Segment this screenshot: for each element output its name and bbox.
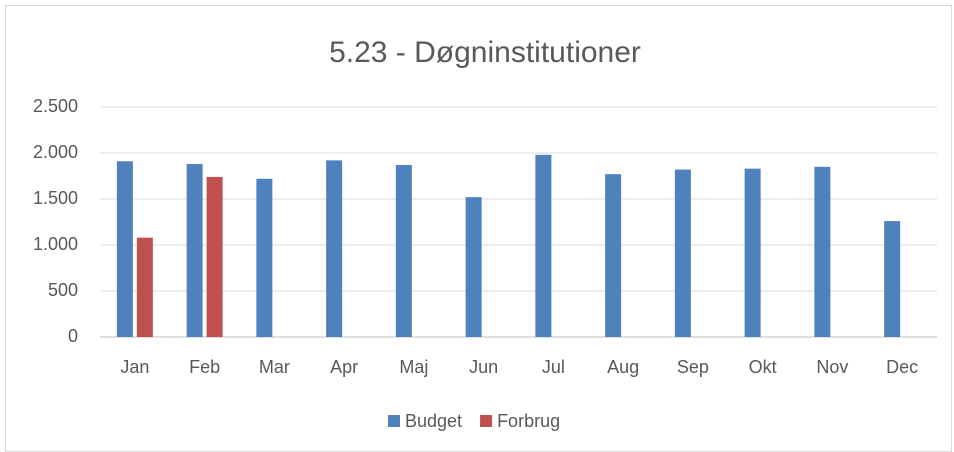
y-tick-label: 1.500 (33, 188, 78, 208)
x-tick-label: Nov (816, 357, 848, 377)
x-tick-label: Aug (607, 357, 639, 377)
bar (256, 178, 273, 337)
bar (116, 161, 133, 337)
bar (535, 154, 552, 337)
bar (186, 164, 203, 337)
bar (605, 174, 622, 337)
x-tick-label: Feb (189, 357, 220, 377)
x-tick-label: Apr (330, 357, 358, 377)
legend-swatch (480, 415, 493, 427)
x-tick-label: Jun (469, 357, 498, 377)
x-tick-label: Mar (259, 357, 290, 377)
bar (206, 176, 223, 337)
legend-label: Budget (405, 411, 462, 431)
legend-swatch (388, 415, 400, 427)
bar (465, 197, 482, 337)
y-tick-label: 500 (48, 280, 78, 300)
y-tick-label: 0 (68, 326, 78, 346)
x-tick-label: Jan (120, 357, 149, 377)
bar (395, 164, 412, 337)
x-tick-label: Dec (886, 357, 918, 377)
chart-title: 5.23 - Døgninstitutioner (329, 36, 641, 69)
legend-label: Forbrug (497, 411, 560, 431)
bar (674, 169, 691, 337)
bar (744, 168, 761, 337)
x-tick-label: Jul (542, 357, 565, 377)
y-tick-label: 1.000 (33, 234, 78, 254)
x-tick-label: Maj (399, 357, 428, 377)
x-tick-label: Sep (677, 357, 709, 377)
bar (136, 237, 153, 337)
y-tick-label: 2.500 (33, 96, 78, 116)
bar (326, 160, 343, 337)
x-tick-label: Okt (749, 357, 777, 377)
bar (814, 166, 831, 337)
bar (884, 221, 901, 337)
y-tick-label: 2.000 (33, 142, 78, 162)
